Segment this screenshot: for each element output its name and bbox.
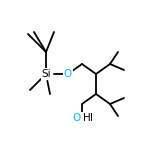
Text: H: H — [83, 113, 91, 123]
Text: O: O — [74, 113, 82, 123]
Text: Si: Si — [41, 69, 51, 79]
Text: OH: OH — [74, 113, 90, 123]
Text: O: O — [64, 69, 72, 79]
Text: O: O — [73, 113, 81, 123]
Text: H: H — [82, 113, 93, 123]
